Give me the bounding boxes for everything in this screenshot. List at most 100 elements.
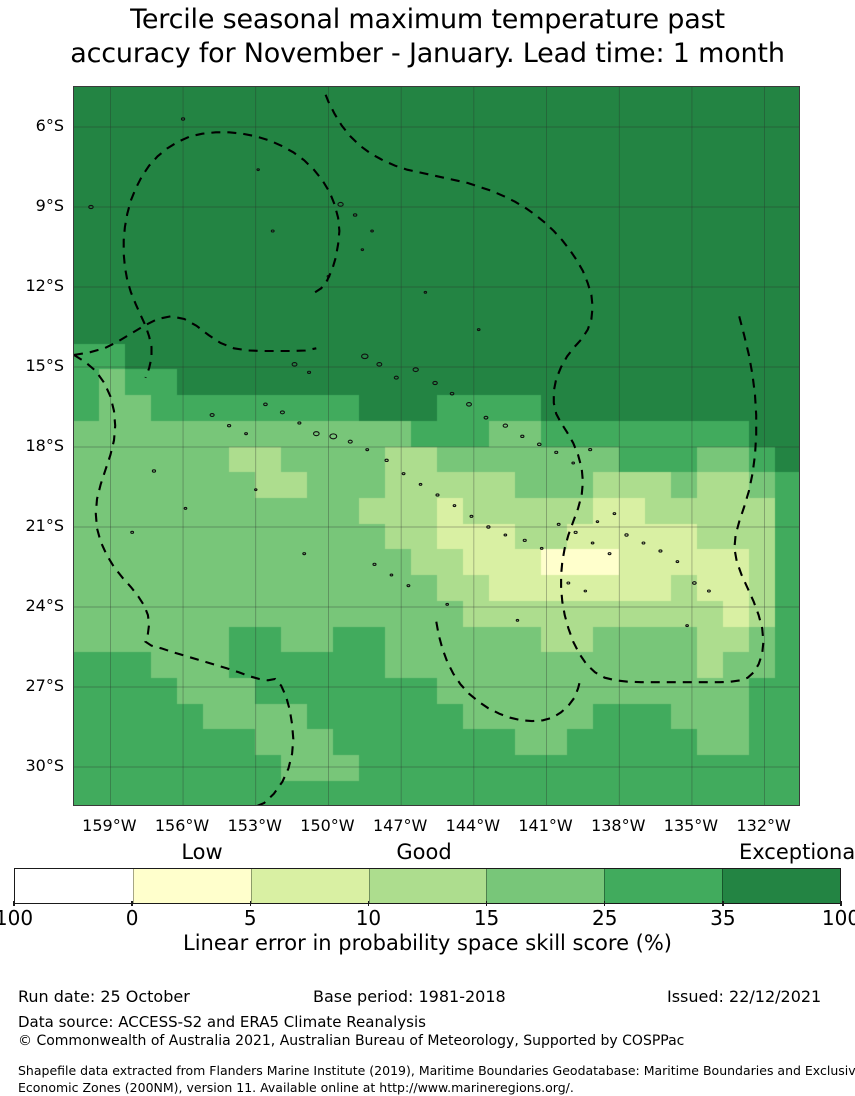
lon-tick-7: 138°W (591, 816, 646, 835)
island-outline (452, 504, 457, 508)
island-outline (483, 415, 489, 420)
island-outline (183, 506, 188, 510)
colorbar-segment-1 (132, 869, 251, 903)
island-outline (307, 370, 312, 374)
island-outline (279, 410, 285, 415)
footer-base-period: Base period: 1981-2018 (313, 987, 506, 1006)
island-outline (376, 362, 383, 367)
eez-east-boundary (322, 89, 765, 684)
island-outline (554, 450, 559, 454)
colorbar-tick-mark-4 (485, 901, 488, 906)
gridlines (74, 87, 799, 805)
colorbar-tick-mark-5 (604, 901, 606, 906)
map-overlay (74, 87, 799, 805)
eez-boundary (74, 89, 765, 805)
island-outline (536, 442, 542, 447)
island-outline (263, 402, 268, 407)
island-outline (588, 448, 593, 452)
colorbar-segment-4 (486, 869, 605, 903)
footer-shapefile-line-2: Economic Zones (200NM), version 11. Avai… (18, 1080, 574, 1095)
colorbar-segment-5 (604, 869, 723, 903)
legend-category-words: Low Good Exceptional (0, 840, 855, 866)
island-outline (418, 482, 423, 486)
island-outline (347, 439, 353, 444)
footer: Run date: 25 October Base period: 1981-2… (0, 986, 855, 1096)
island-outline (352, 213, 358, 217)
lat-tick-1: 9°S (35, 196, 64, 215)
island-outline (590, 541, 595, 545)
lon-tick-4: 147°W (372, 816, 428, 835)
island-outline (226, 423, 232, 428)
lon-tick-5: 144°W (445, 816, 501, 835)
island-outline (423, 290, 428, 294)
island-outline (692, 581, 697, 585)
colorbar-tick-label-0: 100 (0, 906, 34, 930)
lat-tick-4: 18°S (25, 436, 64, 455)
eez-south-tail (435, 621, 582, 723)
page-title: Tercile seasonal maximum temperature pas… (0, 0, 855, 72)
island-outline (476, 328, 481, 332)
title-line-1: Tercile seasonal maximum temperature pas… (130, 4, 725, 35)
island-outline (291, 362, 298, 367)
colorbar-tick-label-2: 5 (243, 906, 257, 930)
island-outline (393, 375, 399, 380)
lat-tick-3: 15°S (25, 356, 64, 375)
lat-tick-6: 24°S (25, 596, 64, 615)
colorbar-tick-mark-3 (367, 901, 370, 906)
island-outline (130, 530, 135, 534)
island-outline (641, 541, 646, 545)
lon-tick-3: 150°W (300, 816, 355, 835)
island-outline (571, 461, 576, 465)
colorbar-title: Linear error in probability space skill … (183, 931, 672, 955)
island-outline (556, 522, 561, 526)
island-outline (685, 624, 689, 628)
footer-copyright: © Commonwealth of Australia 2021, Austra… (18, 1033, 685, 1049)
island-outline (658, 549, 663, 553)
island-outline (607, 552, 612, 556)
island-outline (706, 589, 711, 593)
island-outline (469, 514, 474, 518)
colorbar-tick-label-3: 10 (355, 906, 382, 930)
island-outline (515, 618, 520, 622)
colorbar-tick-mark-7 (840, 901, 842, 906)
island-outline (595, 520, 600, 524)
island-outline (466, 402, 472, 407)
colorbar-tick-label-4: 15 (473, 906, 500, 930)
lat-tick-7: 27°S (25, 676, 64, 695)
lon-tick-8: 135°W (663, 816, 719, 835)
colorbar-tick-label-1: 0 (125, 906, 139, 930)
island-outline (412, 367, 419, 373)
eez-west-boundary (74, 354, 295, 805)
island-outline (254, 488, 258, 492)
colorbar-tick-label-5: 25 (591, 906, 618, 930)
colorbar (14, 868, 841, 904)
island-outline (270, 229, 275, 233)
island-outline (88, 204, 94, 210)
island-outline (675, 560, 680, 564)
lat-tick-8: 30°S (25, 756, 64, 775)
island-outline (539, 546, 544, 550)
island-outline (624, 533, 629, 537)
coastlines (88, 117, 711, 628)
footer-shapefile-line-1: Shapefile data extracted from Flanders M… (18, 1063, 855, 1078)
island-outline (389, 573, 394, 577)
colorbar-segment-0 (15, 869, 133, 903)
colorbar-tick-mark-0 (13, 901, 15, 906)
island-outline (401, 472, 406, 476)
island-outline (449, 391, 455, 396)
island-outline (573, 530, 578, 534)
island-outline (256, 168, 260, 172)
island-outline (406, 584, 411, 588)
lat-tick-5: 21°S (25, 516, 64, 535)
colorbar-segment-3 (368, 869, 487, 903)
lat-tick-2: 12°S (25, 276, 64, 295)
island-outline (486, 525, 491, 529)
colorbar-tick-label-6: 35 (710, 906, 736, 930)
skill-score-heatmap (74, 87, 799, 805)
island-outline (612, 512, 617, 516)
legend-word-exceptional: Exceptional (738, 840, 855, 864)
lon-tick-2: 153°W (227, 816, 282, 835)
colorbar-tick-mark-2 (249, 901, 251, 906)
eez-north-lobe (122, 131, 341, 379)
island-outline (502, 423, 509, 428)
